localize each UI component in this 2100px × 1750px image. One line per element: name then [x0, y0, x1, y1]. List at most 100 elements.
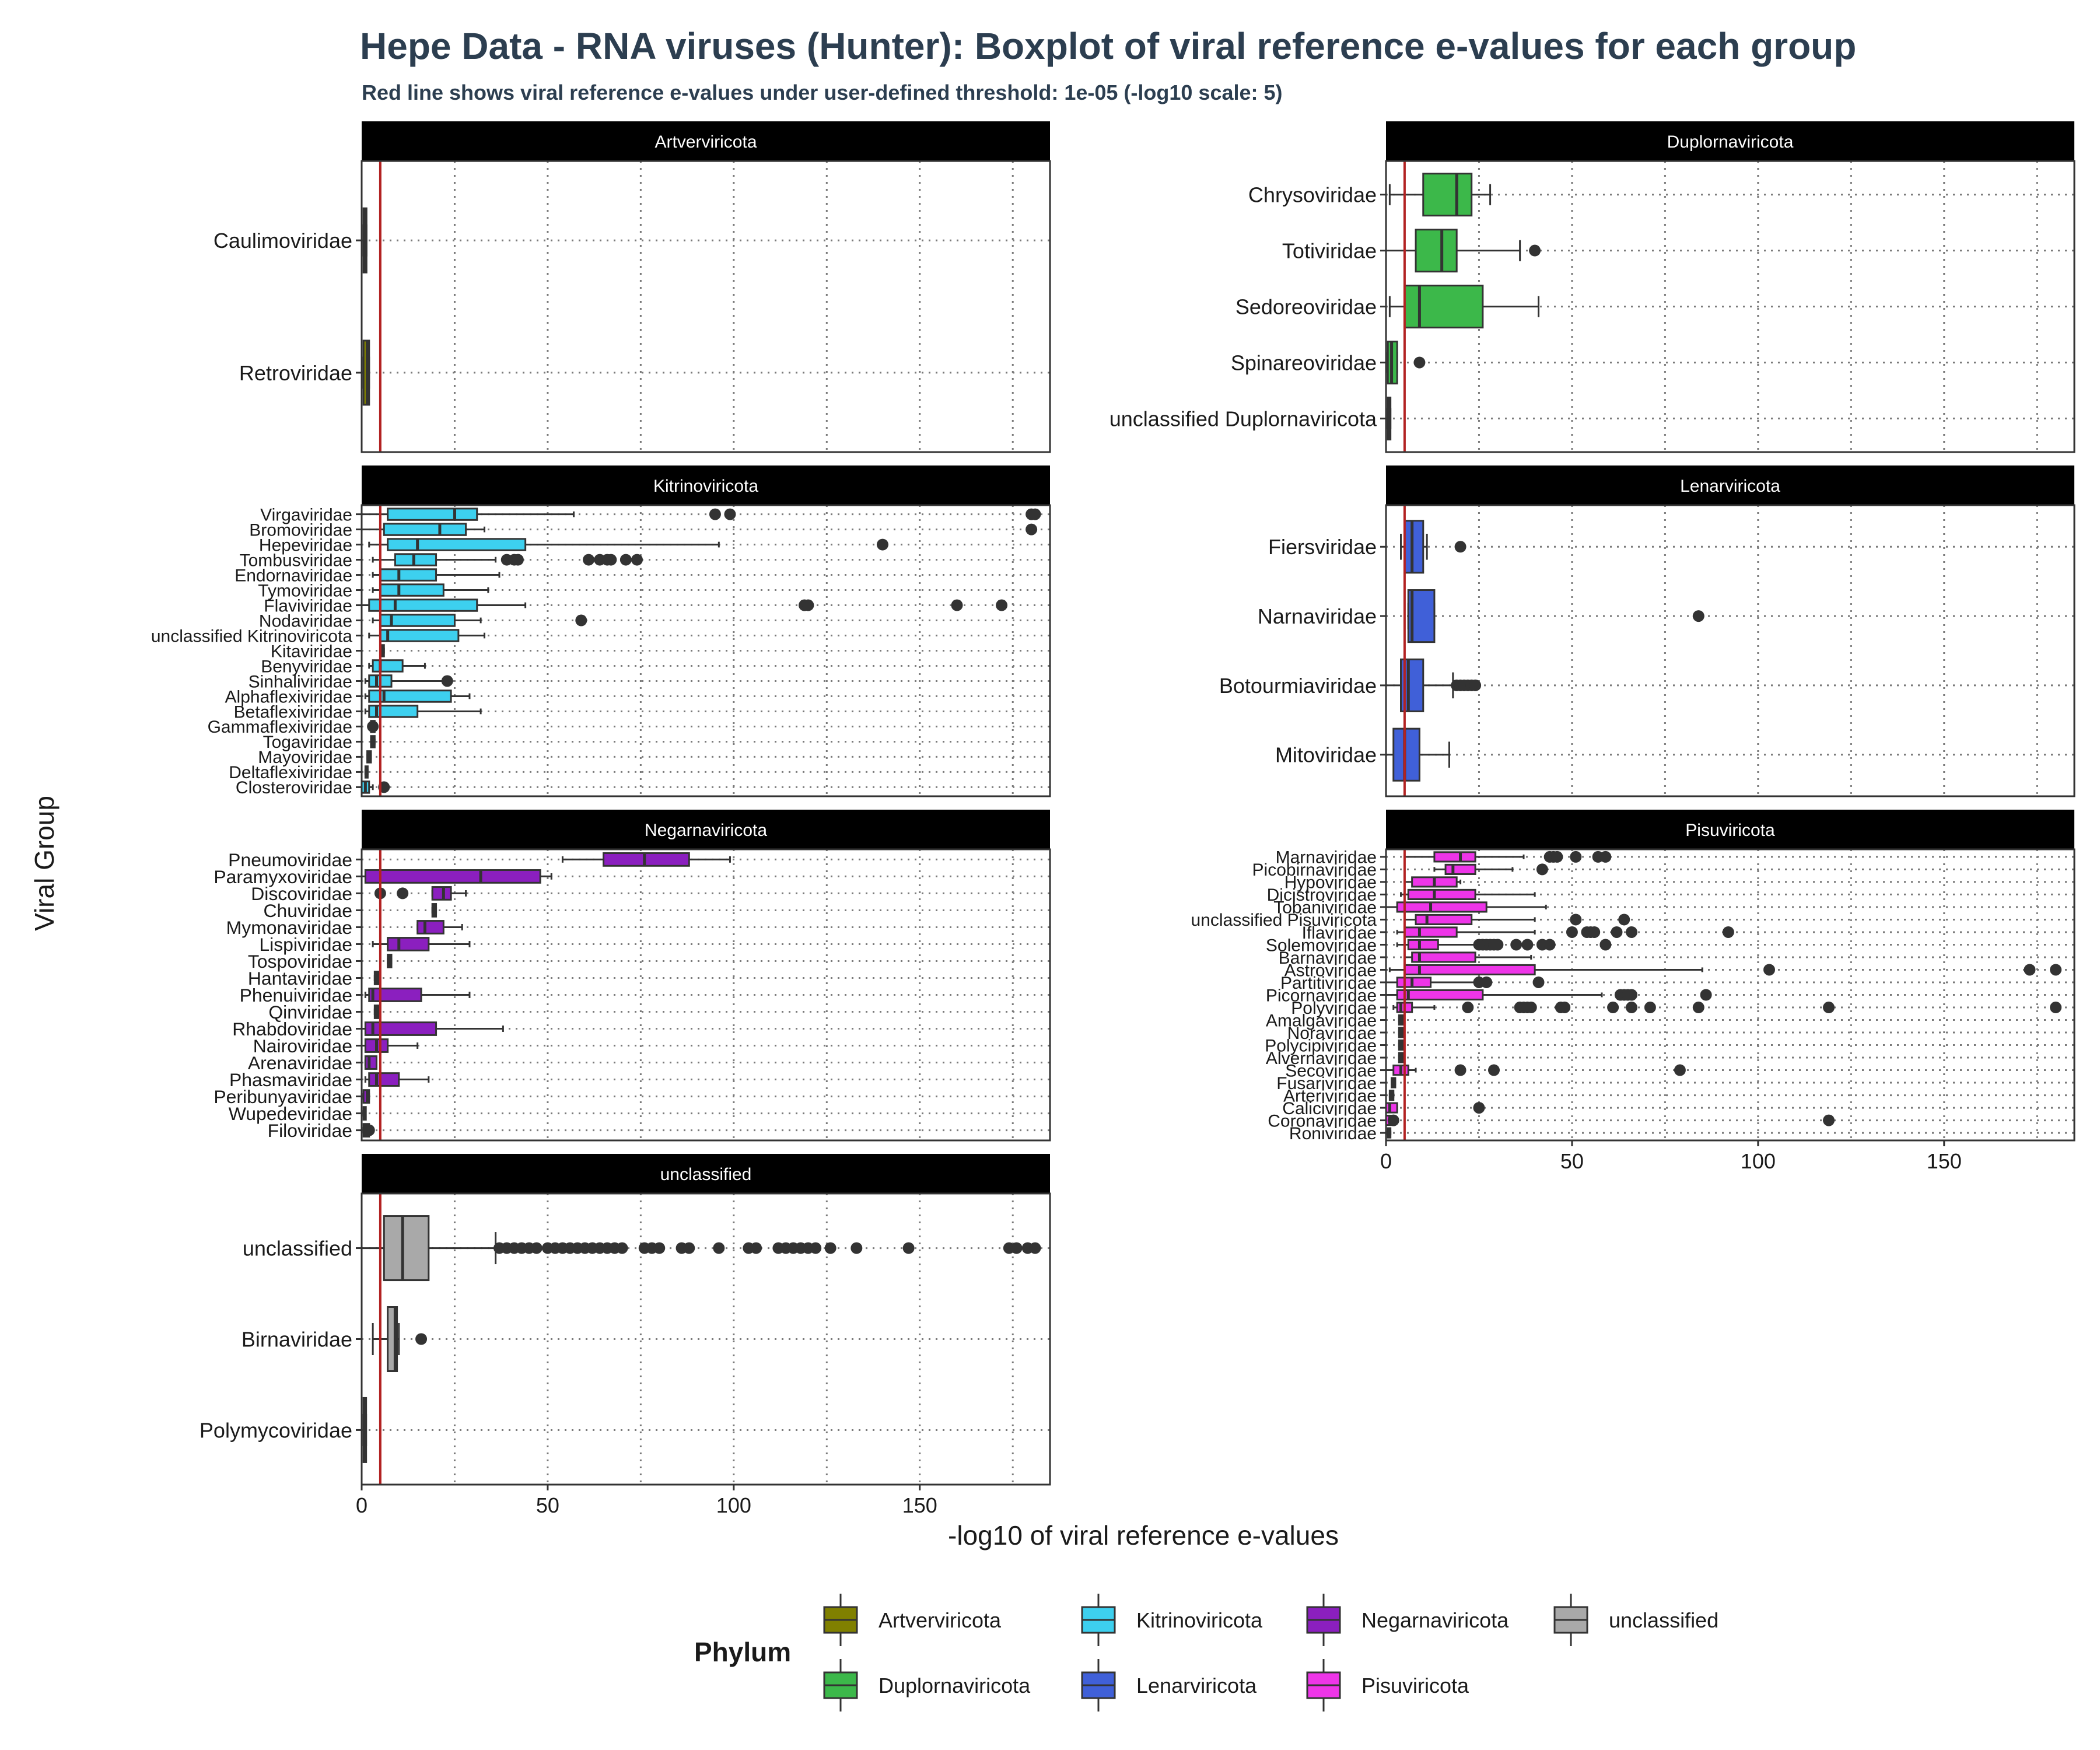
legend-item-pisuviricota: Pisuviricota: [1306, 1659, 1469, 1712]
y-tick-label: Polyviridae: [1291, 999, 1377, 1018]
y-tick-label: Mitoviridae: [1275, 743, 1377, 767]
box-narnaviridae: [1407, 589, 1704, 643]
box-sedoreoviridae: [1388, 285, 1540, 328]
box-iqr: [387, 508, 478, 521]
y-tick-label: Arteriviridae: [1283, 1086, 1377, 1105]
outlier-point: [1510, 939, 1522, 951]
facet-panel-artverviricota: Artverviricota Caulimoviridae Retroviridae: [214, 121, 1051, 453]
facet-strip-label: Pisuviricota: [1685, 821, 1775, 840]
outlier-point: [363, 1124, 375, 1136]
y-tick-label: Endornaviridae: [235, 566, 352, 585]
box-flaviviridae: [360, 598, 1008, 612]
y-tick-label: Noraviridae: [1287, 1024, 1377, 1043]
box-bromoviridae: [360, 523, 1038, 536]
box-retroviridae: [362, 340, 370, 406]
y-tick-label: Mayoviridae: [258, 748, 352, 767]
box-iqr: [1404, 926, 1458, 938]
box-endornaviridae: [372, 568, 501, 582]
box-iqr: [383, 523, 467, 536]
box-hypoviridae: [1404, 876, 1462, 888]
box-dicistroviridae: [1400, 888, 1536, 900]
box-gammaflexiviridae: [367, 720, 379, 733]
y-tick-label: Alphaflexiviridae: [225, 687, 352, 706]
facet-panel-duplornaviricota: Duplornaviricota Chrysoviridae Totiviridae…: [1110, 121, 2076, 453]
outlier-point: [902, 1242, 915, 1254]
box-iqr: [364, 1055, 378, 1070]
y-tick-label: unclassified Duplornaviricota: [1110, 407, 1377, 430]
facet-strip-label: Negarnaviricota: [645, 821, 767, 840]
y-tick-label: Tobaniviridae: [1273, 898, 1377, 918]
y-tick-label: Roniviridae: [1289, 1124, 1377, 1143]
facet-strip-label: Artverviricota: [654, 132, 757, 152]
box-togaviridae: [370, 735, 376, 748]
box-phenuiviridae: [364, 988, 471, 1002]
box-solemoviridae: [1396, 939, 1612, 951]
box-unclassified-pisuviricota: [1404, 914, 1630, 926]
outlier-point: [709, 508, 721, 520]
chart-title: Hepe Data - RNA viruses (Hunter): Boxplo…: [360, 25, 1857, 67]
y-tick-label: Tospoviridae: [248, 951, 352, 972]
x-tick-label: 0: [1380, 1149, 1392, 1173]
y-tick-label: Wupedeviridae: [229, 1103, 352, 1124]
legend-item-duplornaviricota: Duplornaviricota: [823, 1659, 1031, 1712]
outlier-point: [2050, 964, 2062, 976]
y-tick-label: unclassified Kitrinoviricota: [151, 626, 352, 646]
box-iqr: [416, 920, 444, 935]
box-noraviridae: [1398, 1027, 1404, 1038]
outlier-point: [1492, 939, 1504, 951]
y-tick-label: Retroviridae: [239, 361, 352, 385]
box-iqr: [1396, 901, 1488, 913]
box-mitoviridae: [1385, 727, 1450, 782]
y-tick-label: Barnaviridae: [1279, 949, 1377, 968]
box-iqr: [1404, 520, 1424, 574]
box-secoviridae: [1385, 1064, 1686, 1076]
box-iqr: [1422, 173, 1473, 217]
box-picobirnaviridae: [1433, 863, 1548, 876]
box-polymycoviridae: [362, 1396, 368, 1463]
box-alphaflexiviridae: [364, 690, 471, 703]
box-tombusviridae: [372, 553, 643, 566]
box-roniviridae: [1387, 1127, 1392, 1139]
outlier-point: [575, 614, 587, 626]
y-tick-label: Rhabdoviridae: [232, 1019, 352, 1040]
box-iqr: [1396, 989, 1484, 1001]
box-tymoviridae: [372, 583, 489, 597]
y-tick-label: Discoviridae: [251, 883, 352, 904]
facet-panel-negarnaviricota: Negarnaviricota PneumoviridaeParamyxoviri…: [214, 810, 1051, 1142]
y-tick-label: Chrysoviridae: [1248, 183, 1377, 207]
outlier-point: [713, 1242, 725, 1254]
box-iflaviridae: [1396, 926, 1734, 938]
facet-strip-label: Kitrinoviricota: [653, 477, 758, 496]
panel-border: [1385, 848, 2076, 1142]
box-iqr: [1415, 229, 1458, 273]
outlier-point: [1551, 850, 1563, 863]
outlier-point: [1674, 1064, 1686, 1076]
box-iqr: [1385, 1102, 1398, 1114]
outlier-point: [367, 720, 379, 733]
outlier-point: [810, 1242, 822, 1254]
outlier-point: [1529, 244, 1541, 257]
box-deltaflexiviridae: [364, 765, 369, 779]
y-tick-label: Narnaviridae: [1258, 604, 1377, 628]
y-tick-label: Dicistroviridae: [1267, 886, 1377, 905]
box-tobaniviridae: [1385, 901, 1547, 913]
y-tick-label: Tombusviridae: [240, 551, 352, 570]
legend-item-label: Kitrinoviricota: [1136, 1608, 1263, 1632]
y-tick-label: Closteroviridae: [236, 778, 352, 797]
outlier-point: [1559, 1002, 1571, 1014]
box-wupedeviridae: [362, 1106, 367, 1121]
outlier-point: [1692, 1002, 1704, 1014]
box-fusariviridae: [1391, 1077, 1396, 1088]
y-tick-label: Polymycoviridae: [200, 1418, 352, 1442]
outlier-point: [1618, 914, 1630, 926]
legend-item-label: unclassified: [1609, 1608, 1718, 1632]
panel-border: [1385, 504, 2076, 797]
box-iqr: [372, 659, 404, 673]
outlier-point: [1010, 1242, 1023, 1254]
box-iqr: [394, 553, 438, 566]
outlier-point: [951, 599, 963, 611]
legend-item-label: Duplornaviricota: [878, 1674, 1031, 1698]
y-tick-label: Botourmiaviridae: [1219, 674, 1377, 698]
y-tick-label: Virgaviridae: [260, 505, 352, 524]
y-tick-label: Astroviridae: [1284, 961, 1377, 980]
